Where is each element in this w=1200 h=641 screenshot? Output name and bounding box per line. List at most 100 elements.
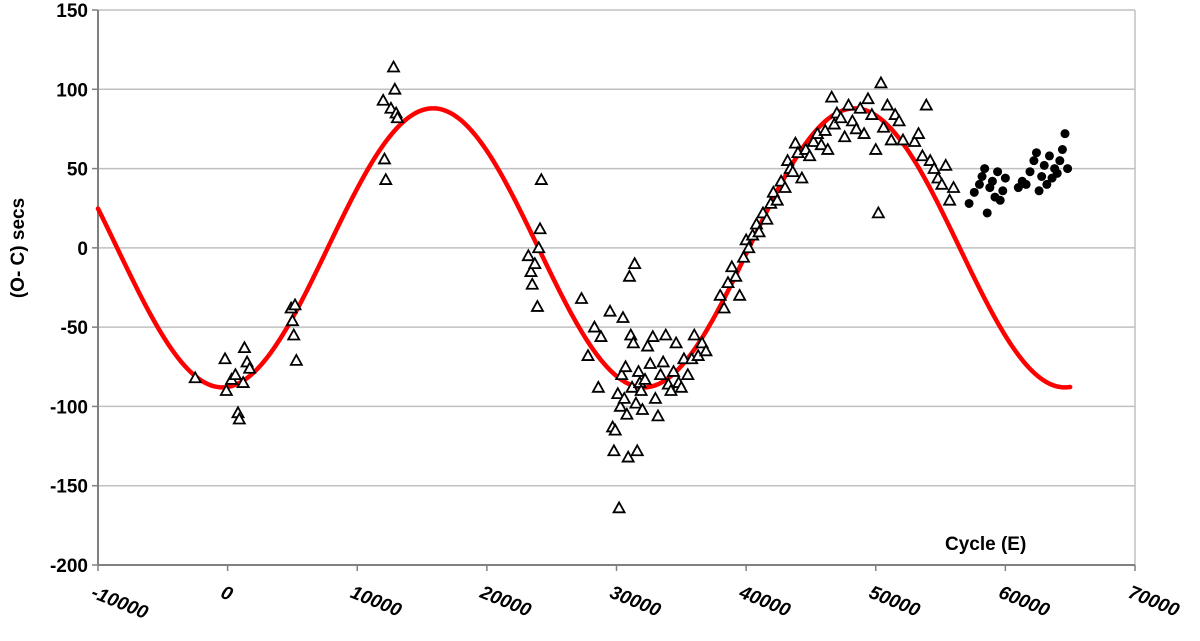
data-point-circle (993, 167, 1003, 177)
data-point-triangle (527, 256, 542, 270)
x-tick-label: 70000 (1125, 582, 1182, 621)
data-point-triangle (724, 259, 739, 273)
data-point-circle (977, 172, 987, 181)
data-point-triangle (658, 327, 673, 341)
data-point-triangle (876, 119, 891, 133)
data-point-triangle (531, 240, 546, 254)
data-point-triangle (895, 132, 911, 146)
data-point-triangle (288, 297, 303, 311)
data-point-circle (964, 198, 974, 208)
data-point-triangle (521, 248, 536, 262)
data-point-circle (1042, 179, 1052, 189)
data-point-circle (995, 195, 1005, 205)
data-point-triangle (794, 170, 809, 184)
data-point-triangle (837, 129, 852, 143)
data-point-triangle (873, 75, 888, 89)
data-point-circle (1063, 164, 1073, 174)
x-tick-label: 50000 (866, 582, 923, 621)
y-tick-label: -100 (50, 397, 88, 418)
data-point-triangle (766, 185, 781, 198)
data-point-triangle (759, 211, 774, 225)
y-tick-label: 150 (56, 1, 88, 22)
data-point-triangle (934, 177, 949, 190)
data-point-triangle (626, 335, 641, 349)
data-point-triangle (698, 343, 713, 357)
data-point-circle (974, 179, 984, 189)
data-point-circle (980, 164, 990, 174)
data-point-circle (1037, 172, 1047, 181)
data-point-triangle (853, 100, 868, 114)
data-point-triangle (591, 380, 606, 393)
data-point-triangle (523, 264, 538, 277)
data-point-circle (1029, 156, 1039, 166)
data-point-triangle (532, 221, 548, 235)
data-point-triangle (534, 172, 549, 185)
data-point-triangle (732, 288, 747, 301)
data-point-triangle (911, 126, 926, 139)
data-point-triangle (627, 256, 642, 270)
data-point-circle (1055, 156, 1065, 166)
x-tick-label: -10000 (88, 582, 151, 624)
data-point-triangle (720, 275, 736, 289)
data-point-triangle (618, 359, 633, 373)
data-point-triangle (286, 327, 301, 341)
y-tick-label: 0 (77, 239, 88, 260)
data-point-triangle (606, 443, 621, 457)
y-tick-label: 100 (56, 80, 88, 101)
data-point-triangle (820, 142, 835, 155)
x-tick-labels: -10000 0 10000 20000 30000 40000 50000 60000 700… (88, 582, 1182, 624)
data-point-triangle (637, 372, 653, 385)
data-point-triangle (631, 364, 646, 377)
data-point-triangle (802, 148, 817, 162)
data-point-triangle (289, 353, 304, 366)
data-point-triangle (849, 121, 864, 135)
data-point-triangle (614, 367, 629, 381)
data-point-triangle (919, 97, 934, 111)
data-point-triangle (608, 422, 623, 436)
data-point-circle (987, 176, 997, 186)
data-point-triangle (880, 97, 895, 111)
data-point-triangle (650, 408, 666, 422)
data-point-triangle (884, 132, 899, 146)
data-point-circle (969, 187, 979, 197)
data-point-triangle (871, 205, 886, 219)
data-point-triangle (695, 335, 710, 349)
x-tick-label: 20000 (476, 582, 534, 622)
data-point-circle (1044, 151, 1054, 161)
data-point-triangle (666, 364, 681, 377)
data-point-triangle (752, 224, 767, 238)
y-tick-label: -150 (50, 477, 88, 498)
data-point-triangle (938, 158, 953, 171)
y-tick-label: -200 (50, 556, 88, 577)
x-tick-label: 60000 (996, 582, 1053, 621)
data-point-circle (1034, 186, 1044, 196)
data-point-circle (998, 186, 1008, 196)
data-point-triangle (915, 148, 930, 162)
data-point-triangle (946, 180, 961, 193)
data-point-triangle (927, 161, 942, 174)
data-point-circle (1052, 168, 1062, 178)
data-point-triangle (648, 391, 663, 404)
data-point-triangle (574, 291, 589, 304)
data-point-triangle (845, 113, 860, 127)
data-point-triangle (669, 335, 684, 349)
data-point-triangle (377, 151, 392, 165)
y-tick-labels: -200 -150 -100 -50 0 50 100 150 (50, 1, 88, 577)
data-point-triangle (645, 329, 660, 342)
data-point-triangle (653, 367, 668, 381)
y-tick-label: -50 (61, 318, 88, 339)
data-point-circle (1057, 145, 1067, 155)
data-point-triangle (236, 375, 251, 388)
data-point-triangle (770, 192, 785, 206)
data-point-triangle (615, 310, 631, 323)
data-point-triangle (622, 269, 637, 282)
data-point-triangle (530, 299, 545, 312)
data-point-triangle (640, 338, 655, 352)
data-point-circle (1060, 129, 1070, 139)
data-point-triangle (864, 107, 879, 120)
data-point-triangle (610, 386, 625, 400)
data-point-triangle (923, 153, 938, 166)
data-point-triangle (630, 443, 645, 457)
data-point-triangle (728, 269, 743, 282)
axes (92, 9, 1136, 571)
